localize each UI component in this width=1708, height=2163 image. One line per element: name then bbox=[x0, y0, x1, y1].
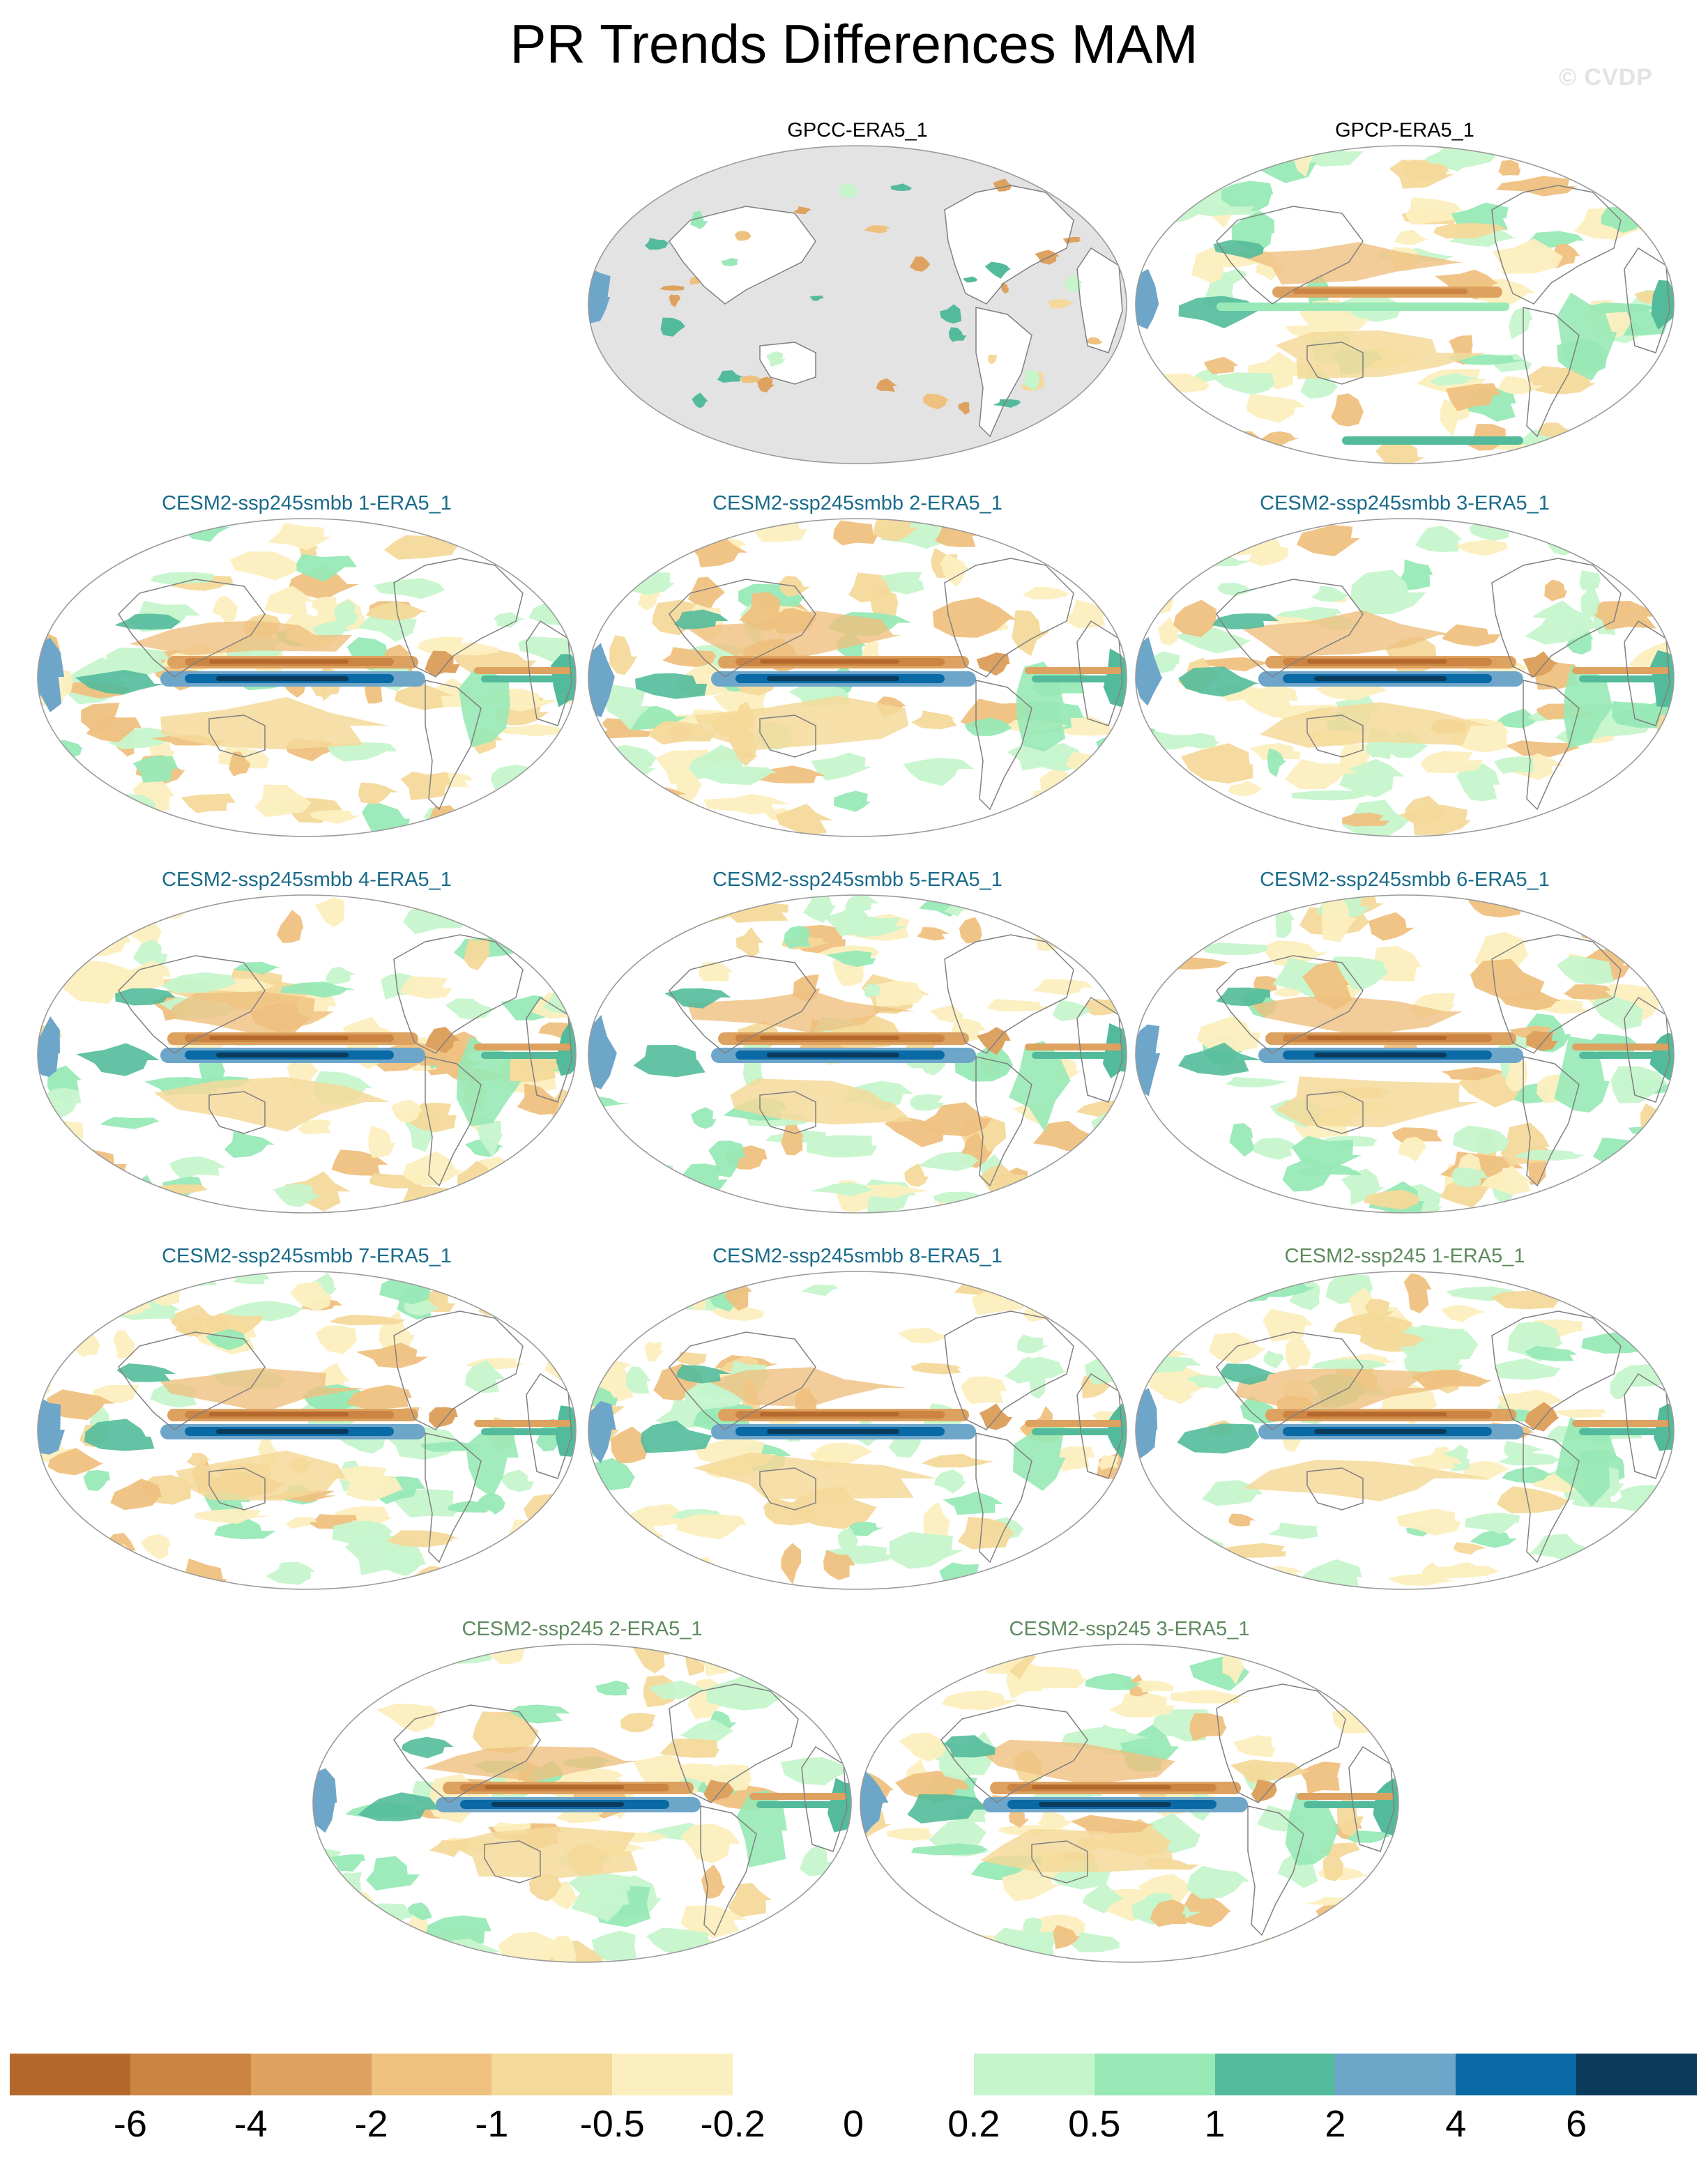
colorbar-tick-label: 4 bbox=[1445, 2103, 1467, 2145]
panel-title: CESM2-ssp245 1-ERA5_1 bbox=[1284, 1245, 1525, 1267]
panel-title: CESM2-ssp245smbb 8-ERA5_1 bbox=[712, 1245, 1002, 1267]
map-boundary bbox=[588, 1271, 1127, 1590]
colorbar-box bbox=[130, 2054, 252, 2095]
colorbar-box bbox=[853, 2054, 975, 2095]
colorbar-tick-label: -0.5 bbox=[579, 2103, 645, 2145]
map-panel: CESM2-ssp245smbb 1-ERA5_1 bbox=[35, 491, 579, 840]
world-map bbox=[312, 1644, 852, 1963]
map-boundary bbox=[588, 518, 1127, 837]
colorbar-tick-label: -6 bbox=[113, 2103, 147, 2145]
map-panel: GPCC-ERA5_1 bbox=[586, 119, 1129, 467]
map-panel: CESM2-ssp245 1-ERA5_1 bbox=[1133, 1244, 1677, 1593]
colorbar-box bbox=[10, 2054, 131, 2095]
map-panel: CESM2-ssp245smbb 8-ERA5_1 bbox=[586, 1244, 1129, 1593]
panel-title: GPCC-ERA5_1 bbox=[787, 119, 928, 142]
map-panel: CESM2-ssp245smbb 5-ERA5_1 bbox=[586, 868, 1129, 1216]
map-field bbox=[38, 1271, 576, 1589]
map-panel: CESM2-ssp245smbb 3-ERA5_1 bbox=[1133, 491, 1677, 840]
map-boundary bbox=[312, 1644, 852, 1963]
map-boundary bbox=[588, 145, 1127, 464]
world-map bbox=[1135, 1271, 1675, 1590]
world-map bbox=[1135, 518, 1675, 837]
map-field bbox=[38, 519, 576, 836]
world-map bbox=[588, 145, 1127, 464]
world-map bbox=[588, 518, 1127, 837]
map-field bbox=[1136, 146, 1674, 464]
colorbar-box bbox=[371, 2054, 492, 2095]
world-map bbox=[1135, 894, 1675, 1214]
map-boundary bbox=[1135, 894, 1675, 1214]
colorbar-tick-label: 2 bbox=[1325, 2103, 1346, 2145]
map-boundary bbox=[860, 1644, 1399, 1963]
panel-title: CESM2-ssp245smbb 1-ERA5_1 bbox=[162, 492, 452, 514]
map-boundary bbox=[1135, 1271, 1675, 1590]
map-field bbox=[38, 895, 576, 1213]
panel-title: CESM2-ssp245smbb 4-ERA5_1 bbox=[162, 869, 452, 891]
cvdp-watermark: © CVDP bbox=[1559, 64, 1653, 91]
panel-title: CESM2-ssp245smbb 2-ERA5_1 bbox=[712, 492, 1002, 514]
colorbar-box bbox=[1456, 2054, 1577, 2095]
colorbar-box bbox=[1214, 2054, 1336, 2095]
colorbar-tick-label: -2 bbox=[354, 2103, 388, 2145]
colorbar-tick-label: -0.2 bbox=[700, 2103, 765, 2145]
map-boundary bbox=[1135, 518, 1675, 837]
world-map bbox=[860, 1644, 1399, 1963]
map-boundary bbox=[588, 894, 1127, 1214]
map-boundary bbox=[37, 518, 577, 837]
map-panel: CESM2-ssp245 3-ERA5_1 bbox=[857, 1617, 1401, 1966]
colorbar-tick-label: -4 bbox=[234, 2103, 268, 2145]
map-boundary bbox=[1135, 145, 1675, 464]
colorbar-box bbox=[491, 2054, 613, 2095]
panel-title: CESM2-ssp245smbb 3-ERA5_1 bbox=[1260, 492, 1550, 514]
colorbar-box bbox=[1094, 2054, 1216, 2095]
map-panel: CESM2-ssp245smbb 6-ERA5_1 bbox=[1133, 868, 1677, 1216]
map-panel: GPCP-ERA5_1 bbox=[1133, 119, 1677, 467]
colorbar-tick-label: 6 bbox=[1566, 2103, 1587, 2145]
panel-title: CESM2-ssp245smbb 6-ERA5_1 bbox=[1260, 869, 1550, 891]
colorbar-tick-label: 0.2 bbox=[947, 2103, 1000, 2145]
map-panel: CESM2-ssp245 2-ERA5_1 bbox=[310, 1617, 854, 1966]
colorbar-tick-label: 0.5 bbox=[1068, 2103, 1121, 2145]
panel-title: CESM2-ssp245 3-ERA5_1 bbox=[1009, 1618, 1250, 1640]
panel-title: CESM2-ssp245smbb 5-ERA5_1 bbox=[712, 869, 1002, 891]
colorbar-tick-label: 0 bbox=[842, 2103, 864, 2145]
map-field bbox=[1136, 1271, 1674, 1589]
panel-title: CESM2-ssp245 2-ERA5_1 bbox=[462, 1618, 703, 1640]
world-map bbox=[588, 894, 1127, 1214]
colorbar-box bbox=[1576, 2054, 1698, 2095]
map-panel: CESM2-ssp245smbb 7-ERA5_1 bbox=[35, 1244, 579, 1593]
world-map bbox=[1135, 145, 1675, 464]
map-field bbox=[588, 146, 1127, 464]
world-map bbox=[588, 1271, 1127, 1590]
world-map bbox=[37, 518, 577, 837]
map-panel: CESM2-ssp245smbb 4-ERA5_1 bbox=[35, 868, 579, 1216]
world-map bbox=[37, 1271, 577, 1590]
colorbar-box bbox=[973, 2054, 1095, 2095]
colorbar bbox=[10, 2054, 1698, 2095]
colorbar-box bbox=[250, 2054, 372, 2095]
colorbar-tick-label: 1 bbox=[1204, 2103, 1226, 2145]
figure-title: PR Trends Differences MAM bbox=[510, 13, 1198, 75]
map-boundary bbox=[37, 1271, 577, 1590]
map-boundary bbox=[37, 894, 577, 1214]
colorbar-box bbox=[612, 2054, 733, 2095]
map-panel: CESM2-ssp245smbb 2-ERA5_1 bbox=[586, 491, 1129, 840]
panel-title: CESM2-ssp245smbb 7-ERA5_1 bbox=[162, 1245, 452, 1267]
panel-title: GPCP-ERA5_1 bbox=[1335, 119, 1474, 142]
colorbar-tick-label: -1 bbox=[475, 2103, 509, 2145]
colorbar-box bbox=[1335, 2054, 1456, 2095]
world-map bbox=[37, 894, 577, 1214]
colorbar-box bbox=[733, 2054, 854, 2095]
